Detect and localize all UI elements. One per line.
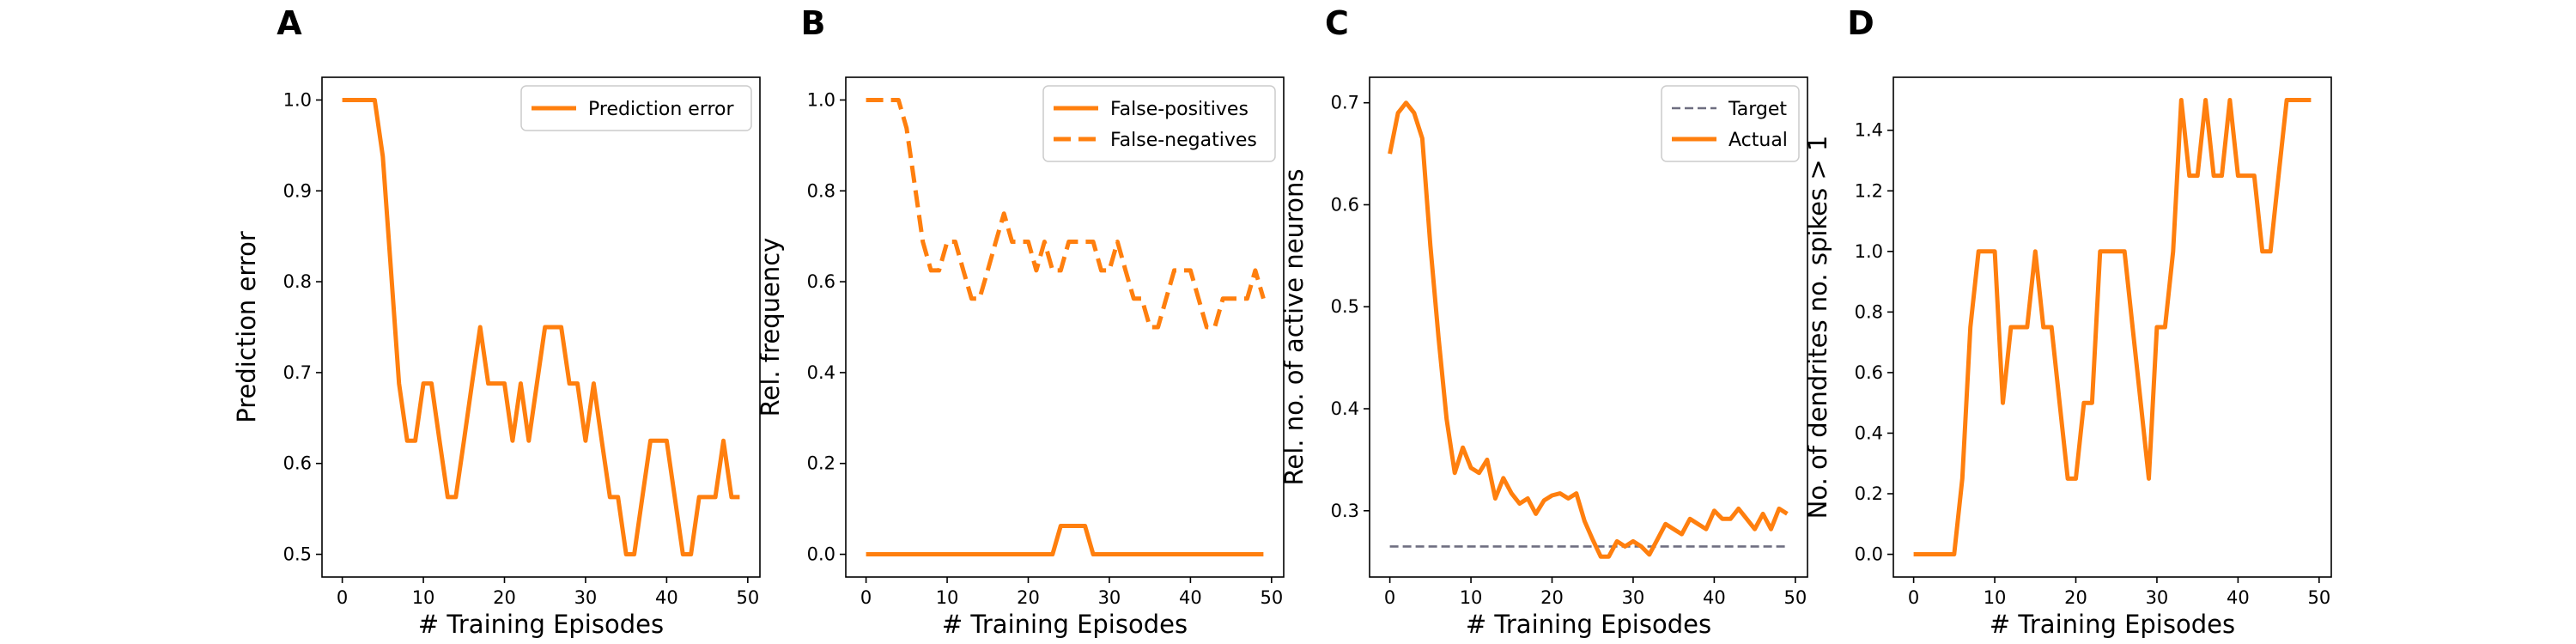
series-line-data bbox=[1913, 98, 2312, 556]
x-axis-label: # Training Episodes bbox=[418, 610, 664, 639]
x-tick-label: 40 bbox=[2227, 587, 2250, 608]
y-tick-label: 1.0 bbox=[1855, 241, 1883, 262]
legend-label: Target bbox=[1728, 99, 1787, 120]
x-tick-label: 40 bbox=[1179, 587, 1202, 608]
series-line-actual bbox=[1388, 100, 1789, 559]
x-tick-label: 0 bbox=[1384, 587, 1395, 608]
y-tick-label: 0.2 bbox=[807, 453, 835, 474]
x-tick-label: 20 bbox=[1540, 587, 1564, 608]
axes-frame bbox=[845, 76, 1285, 578]
series-line-prediction-error bbox=[342, 98, 740, 556]
y-tick-label: 0.4 bbox=[807, 362, 835, 383]
x-tick-label: 20 bbox=[1017, 587, 1040, 608]
legend-label: False-positives bbox=[1110, 99, 1249, 120]
y-tick-label: 1.0 bbox=[283, 89, 312, 110]
x-tick-label: 50 bbox=[1783, 587, 1807, 608]
x-tick-label: 0 bbox=[337, 587, 348, 608]
x-tick-label: 10 bbox=[936, 587, 959, 608]
chart-panel-b: B 0 10 20 30 40 50 0.0 0.2 0.4 0.6 0.8 1.0 # Training… bbox=[756, 4, 1285, 639]
x-tick-label: 10 bbox=[412, 587, 435, 608]
y-axis-label: No. of dendrites no. spikes > 1 bbox=[1803, 136, 1832, 519]
series-line-false-positives bbox=[866, 524, 1264, 556]
series-line-false-negatives bbox=[866, 98, 1266, 330]
y-tick-label: 0.4 bbox=[1855, 422, 1883, 443]
y-tick-label: 1.0 bbox=[807, 89, 835, 110]
legend-label: Actual bbox=[1728, 130, 1788, 151]
y-tick-label: 0.4 bbox=[1331, 398, 1359, 419]
x-tick-label: 30 bbox=[1622, 587, 1645, 608]
x-axis-label: # Training Episodes bbox=[1990, 610, 2235, 639]
legend-box bbox=[520, 85, 752, 131]
axes-frame bbox=[1369, 76, 1808, 578]
x-tick-label: 30 bbox=[574, 587, 598, 608]
x-axis-label: # Training Episodes bbox=[1466, 610, 1711, 639]
y-tick-label: 0.7 bbox=[283, 362, 312, 383]
legend-label: Prediction error bbox=[588, 99, 734, 120]
y-tick-label: 0.0 bbox=[807, 544, 835, 565]
y-tick-label: 0.3 bbox=[1331, 501, 1359, 521]
y-tick-label: 0.2 bbox=[1855, 483, 1883, 504]
x-tick-label: 20 bbox=[493, 587, 516, 608]
y-tick-label: 0.7 bbox=[1331, 93, 1359, 113]
legend-label: False-negatives bbox=[1110, 130, 1257, 151]
legend-box bbox=[1042, 85, 1276, 162]
y-tick-label: 0.8 bbox=[283, 271, 312, 292]
y-tick-label: 0.0 bbox=[1855, 544, 1883, 565]
x-tick-label: 50 bbox=[1260, 587, 1283, 608]
x-tick-label: 30 bbox=[2146, 587, 2169, 608]
x-tick-label: 50 bbox=[2307, 587, 2330, 608]
x-tick-label: 40 bbox=[1703, 587, 1726, 608]
y-tick-label: 0.9 bbox=[283, 180, 312, 201]
x-tick-label: 30 bbox=[1098, 587, 1121, 608]
legend: Prediction error bbox=[520, 85, 752, 131]
panel-label: C bbox=[1325, 4, 1349, 42]
x-tick-label: 0 bbox=[860, 587, 872, 608]
axes-frame bbox=[1893, 76, 2332, 578]
chart-panel-d: D 0 10 20 30 40 50 0.0 0.2 0.4 0.6 0.8 1.0 1.2 1.4 # Tr… bbox=[1803, 4, 2332, 639]
y-tick-label: 0.5 bbox=[1331, 296, 1359, 317]
y-axis-label: Prediction error bbox=[232, 231, 261, 423]
x-tick-label: 20 bbox=[2064, 587, 2087, 608]
panel-label: D bbox=[1847, 4, 1874, 42]
y-tick-label: 0.8 bbox=[807, 180, 835, 201]
legend-box bbox=[1661, 85, 1800, 162]
y-tick-label: 0.5 bbox=[283, 544, 312, 565]
x-tick-label: 10 bbox=[1984, 587, 2007, 608]
y-axis-label: Rel. frequency bbox=[756, 238, 785, 417]
x-tick-label: 50 bbox=[736, 587, 759, 608]
chart-panel-a: A 0 10 20 30 40 50 0.5 0.6 0.7 0.8 0.9 1.0 # Training… bbox=[232, 4, 761, 639]
y-tick-label: 0.8 bbox=[1855, 301, 1883, 322]
legend: Target Actual bbox=[1661, 85, 1800, 162]
x-axis-label: # Training Episodes bbox=[942, 610, 1188, 639]
legend: False-positives False-negatives bbox=[1042, 85, 1276, 162]
panel-label: B bbox=[801, 4, 826, 42]
y-tick-label: 0.6 bbox=[1331, 194, 1359, 215]
y-axis-label: Rel. no. of active neurons bbox=[1279, 169, 1309, 486]
x-tick-label: 0 bbox=[1908, 587, 1919, 608]
x-tick-label: 10 bbox=[1460, 587, 1483, 608]
y-tick-label: 0.6 bbox=[807, 271, 835, 292]
y-tick-label: 0.6 bbox=[1855, 362, 1883, 383]
panel-label: A bbox=[276, 4, 302, 42]
x-tick-label: 40 bbox=[655, 587, 678, 608]
y-tick-label: 0.6 bbox=[283, 453, 312, 474]
y-tick-label: 1.4 bbox=[1855, 120, 1883, 141]
axes-frame bbox=[321, 76, 761, 578]
y-tick-label: 1.2 bbox=[1855, 180, 1883, 201]
chart-panel-c: C 0 10 20 30 40 50 0.3 0.4 0.5 0.6 0.7 # Training Ep… bbox=[1279, 4, 1808, 639]
